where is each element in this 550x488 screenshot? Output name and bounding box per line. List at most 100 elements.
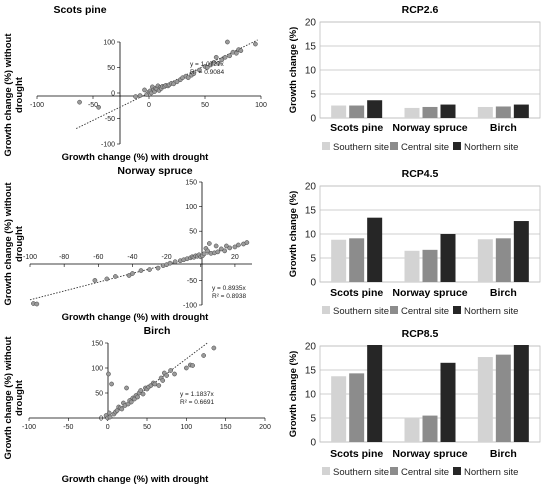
bar-northern-site [367, 100, 383, 118]
scatter-point [225, 39, 230, 45]
y-axis-label: Growth change (%) withoutdrought [3, 33, 25, 157]
scatter-point [106, 371, 111, 377]
legend-label: Central site [401, 467, 449, 478]
scatter-point [113, 274, 118, 279]
y-tick-label: 20 [305, 182, 317, 193]
scatter-point [208, 62, 213, 68]
bar-central-site [495, 106, 511, 118]
x-axis-label: Growth change (%) with drought [62, 152, 210, 163]
x-axis-label: Growth change (%) with drought [62, 474, 210, 485]
bar-central-site [495, 238, 511, 282]
scatter-point [172, 371, 177, 377]
legend-swatch [390, 142, 398, 150]
trend-r-squared: R² = 0.8938 [212, 293, 247, 300]
trend-r-squared: R² = 0.6691 [180, 399, 215, 406]
scatter-point [156, 383, 162, 388]
y-tick-label: -50 [187, 278, 197, 285]
scatter-point [119, 406, 125, 412]
scatter-point [218, 246, 224, 252]
y-axis-label: Growth change (%) withoutdrought [3, 336, 25, 460]
scatter-point [201, 251, 207, 257]
scatter-point [106, 410, 112, 416]
y-tick-label: 50 [95, 391, 103, 398]
legend-label: Southern site [333, 467, 389, 478]
scatter-point [130, 271, 135, 276]
y-axis-label: Growth change (%) [288, 351, 299, 438]
scatter-point [213, 243, 219, 249]
x-tick-label: -50 [88, 102, 98, 109]
chart-title: RCP2.6 [402, 4, 439, 16]
x-tick-label: 50 [201, 102, 209, 109]
x-tick-label: -50 [63, 424, 73, 431]
x-tick-label: -100 [23, 254, 37, 261]
bar-southern-site [477, 106, 493, 118]
y-tick-label: 0 [310, 278, 316, 289]
bar-southern-site [331, 376, 347, 442]
scatter-point [216, 61, 221, 66]
scatter-panel-1: -100-80-60-40-20020-100-5050100150Norway… [3, 165, 252, 323]
x-tick-label: 150 [220, 424, 232, 431]
x-tick-label: -100 [30, 102, 44, 109]
scatter-point [34, 301, 40, 307]
scatter-point [222, 248, 228, 254]
scatter-point [204, 65, 210, 70]
legend-label: Northern site [464, 142, 518, 153]
legend-swatch [322, 467, 330, 475]
y-tick-label: 15 [305, 366, 317, 377]
legend-label: Central site [401, 142, 449, 153]
y-tick-label: -50 [105, 116, 115, 123]
bar-northern-site [367, 345, 383, 442]
scatter-point [109, 381, 114, 387]
category-label: Birch [490, 122, 517, 134]
scatter-point [138, 388, 144, 393]
y-axis-label: Growth change (%) withoutdrought [3, 182, 25, 306]
y-tick-label: 0 [111, 91, 115, 98]
bar-central-site [495, 354, 511, 442]
bar-southern-site [477, 239, 493, 282]
y-tick-label: -100 [101, 142, 115, 149]
x-tick-label: 0 [147, 102, 151, 109]
scatter-point [140, 391, 146, 397]
scatter-point [222, 54, 228, 60]
scatter-point [155, 265, 161, 271]
trend-line [76, 39, 258, 129]
y-tick-label: 50 [189, 229, 197, 236]
scatter-point [185, 75, 191, 81]
bar-central-site [349, 373, 365, 442]
scatter-point [235, 242, 241, 248]
scatter-point [197, 67, 202, 73]
bar-panel-2: 0 5 10 15 20 Scots pine Norway spruce Birch RCP8… [288, 328, 541, 478]
scatter-point [191, 71, 197, 76]
trend-equation: y = 1.0727x [190, 61, 225, 68]
scatter-point [232, 244, 238, 250]
bar-southern-site [404, 250, 420, 282]
scatter-point [107, 414, 113, 420]
x-tick-label: -40 [127, 254, 137, 261]
legend-label: Southern site [333, 142, 389, 153]
legend-label: Southern site [333, 306, 389, 317]
x-tick-label: 200 [259, 424, 271, 431]
scatter-point [244, 240, 250, 245]
scatter-panel-2: -100 -50 0 50 100 150 200 0 50 100 150 Birch Growth … [3, 325, 271, 485]
bar-southern-site [477, 357, 493, 442]
category-label: Norway spruce [392, 448, 467, 460]
legend-swatch [453, 467, 461, 475]
scatter-point [174, 79, 180, 85]
bar-northern-site [513, 345, 529, 442]
scatter-point [168, 368, 173, 373]
bar-central-site [422, 249, 438, 282]
y-tick-label: 15 [305, 206, 317, 217]
scatter-point [201, 353, 206, 358]
scatter-point [137, 93, 143, 98]
y-tick-label: 150 [185, 180, 197, 187]
x-tick-label: -100 [22, 424, 36, 431]
scatter-point [138, 268, 144, 273]
x-tick-label: 100 [255, 102, 267, 109]
bar-central-site [349, 105, 365, 118]
bar-northern-site [513, 104, 529, 118]
bar-northern-site [440, 104, 456, 118]
scatter-point [135, 394, 140, 400]
bar-southern-site [404, 418, 420, 442]
y-tick-label: 5 [310, 90, 316, 101]
